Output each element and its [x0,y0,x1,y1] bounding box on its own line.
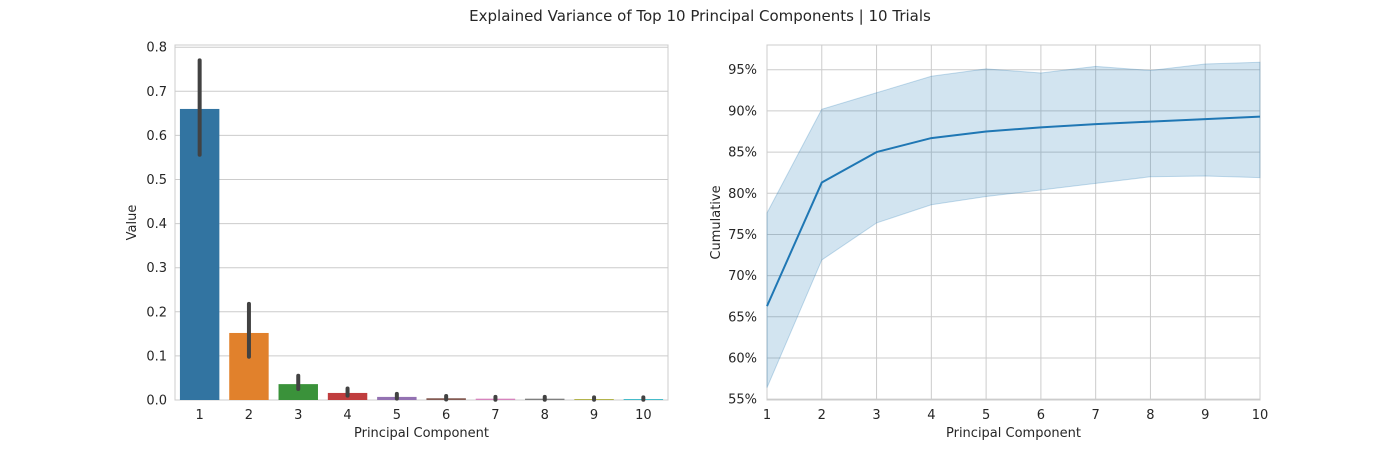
y-tick-label: 70% [728,269,757,284]
line-point [930,137,932,139]
x-tick-label: 7 [491,408,499,423]
line-point [1149,121,1151,123]
line-point [1204,118,1206,120]
y-tick-label: 0.1 [146,349,167,364]
y-tick-label: 0.6 [146,129,167,144]
x-tick-label: 6 [442,408,450,423]
line-point [1095,123,1097,125]
x-tick-label: 5 [393,408,401,423]
y-tick-label: 0.2 [146,305,167,320]
line-chart-panel: 55% 60% 65% 70% 75% 80% 85% 90% 95% 1 2 3 4 5 6 7 8 9 10 Pr… [709,44,1269,441]
x-tick-label: 10 [1252,408,1269,423]
y-tick-label: 95% [728,63,757,78]
x-tick-label: 7 [1092,408,1100,423]
bar [179,108,220,401]
bar-chart-panel: 0.0 0.1 0.2 0.3 0.4 0.5 0.6 0.7 0.8 1 2 3 4 5 6 7 8 9 10 Pr… [125,41,669,441]
x-tick-label: 1 [196,408,204,423]
x-tick-label: 2 [818,408,826,423]
bar [278,384,318,400]
y-tick-label: 0.3 [146,261,167,276]
line-point [1040,126,1042,128]
x-tick-label: 5 [982,408,990,423]
x-tick-label: 4 [343,408,351,423]
plot-frame [174,44,669,401]
x-tick-label: 2 [245,408,253,423]
y-tick-label: 60% [728,351,757,366]
x-tick-label: 8 [1146,408,1154,423]
line-point [985,130,987,132]
x-tick-label: 6 [1037,408,1045,423]
x-axis-label: Principal Component [354,426,489,441]
confidence-band [766,61,1261,388]
x-axis-label: Principal Component [946,426,1081,441]
y-axis-label: Value [125,205,140,241]
x-tick-label: 4 [927,408,935,423]
line-point [821,182,823,184]
x-tick-label: 3 [294,408,302,423]
figure-title: Explained Variance of Top 10 Principal C… [469,7,931,25]
y-tick-label: 75% [728,228,757,243]
x-tick-label: 9 [1201,408,1209,423]
y-tick-label: 0.7 [146,85,167,100]
y-tick-label: 55% [728,393,757,408]
y-tick-label: 65% [728,310,757,325]
y-tick-label: 0.4 [146,217,167,232]
y-tick-label: 80% [728,187,757,202]
cumulative-line [766,115,1261,307]
y-tick-label: 90% [728,104,757,119]
y-tick-label: 0.0 [146,394,167,409]
x-tick-label: 9 [590,408,598,423]
x-tick-label: 10 [635,408,652,423]
y-tick-label: 0.8 [146,41,167,56]
x-tick-label: 8 [541,408,549,423]
x-tick-label: 1 [763,408,771,423]
line-point [766,305,768,307]
y-tick-label: 85% [728,146,757,161]
y-tick-label: 0.5 [146,173,167,188]
line-point [1259,116,1261,118]
x-tick-label: 3 [872,408,880,423]
line-point [876,151,878,153]
y-axis-label: Cumulative [709,185,724,259]
plot-frame [766,44,1261,401]
